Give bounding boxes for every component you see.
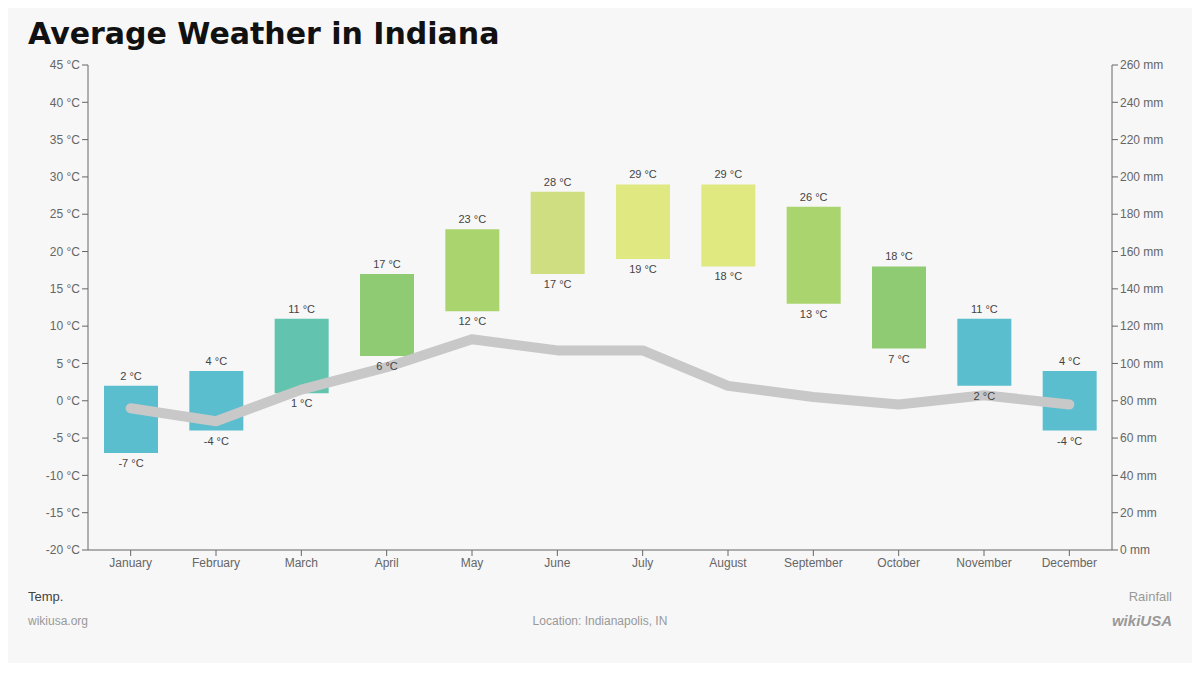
svg-text:40 mm: 40 mm bbox=[1120, 469, 1157, 483]
svg-text:-20 °C: -20 °C bbox=[46, 543, 80, 557]
svg-text:1 °C: 1 °C bbox=[291, 397, 313, 409]
svg-text:-4 °C: -4 °C bbox=[1057, 435, 1082, 447]
svg-text:12 °C: 12 °C bbox=[459, 315, 487, 327]
svg-text:August: August bbox=[709, 556, 747, 570]
svg-text:October: October bbox=[877, 556, 920, 570]
svg-text:15 °C: 15 °C bbox=[50, 282, 80, 296]
svg-text:29 °C: 29 °C bbox=[629, 168, 657, 180]
svg-text:160 mm: 160 mm bbox=[1120, 245, 1163, 259]
svg-text:30 °C: 30 °C bbox=[50, 170, 80, 184]
svg-text:20 mm: 20 mm bbox=[1120, 506, 1157, 520]
svg-text:-7 °C: -7 °C bbox=[118, 457, 143, 469]
svg-text:-10 °C: -10 °C bbox=[46, 469, 80, 483]
svg-text:11 °C: 11 °C bbox=[971, 303, 998, 315]
svg-text:5 °C: 5 °C bbox=[57, 357, 81, 371]
svg-text:45 °C: 45 °C bbox=[50, 58, 80, 72]
svg-text:19 °C: 19 °C bbox=[629, 263, 657, 275]
svg-text:18 °C: 18 °C bbox=[885, 250, 913, 262]
svg-text:December: December bbox=[1042, 556, 1097, 570]
html-text:wiki USA: wiki USA bbox=[1112, 612, 1172, 629]
svg-text:240 mm: 240 mm bbox=[1120, 96, 1163, 110]
svg-text:18 °C: 18 °C bbox=[715, 270, 743, 282]
svg-text:10 °C: 10 °C bbox=[50, 319, 80, 333]
svg-text:35 °C: 35 °C bbox=[50, 133, 80, 147]
svg-text:May: May bbox=[461, 556, 484, 570]
svg-text:-5 °C: -5 °C bbox=[53, 431, 81, 445]
svg-text:120 mm: 120 mm bbox=[1120, 319, 1163, 333]
svg-text:260 mm: 260 mm bbox=[1120, 58, 1163, 72]
svg-text:220 mm: 220 mm bbox=[1120, 133, 1163, 147]
svg-text:29 °C: 29 °C bbox=[715, 168, 743, 180]
svg-text:November: November bbox=[956, 556, 1011, 570]
svg-text:60 mm: 60 mm bbox=[1120, 431, 1157, 445]
svg-text:March: March bbox=[285, 556, 318, 570]
svg-text:-15 °C: -15 °C bbox=[46, 506, 80, 520]
svg-text:0 mm: 0 mm bbox=[1120, 543, 1150, 557]
svg-text:2 °C: 2 °C bbox=[120, 370, 142, 382]
svg-text:140 mm: 140 mm bbox=[1120, 282, 1163, 296]
svg-text:200 mm: 200 mm bbox=[1120, 170, 1163, 184]
svg-text:0 °C: 0 °C bbox=[57, 394, 81, 408]
svg-text:23 °C: 23 °C bbox=[459, 213, 487, 225]
svg-text:7 °C: 7 °C bbox=[888, 353, 910, 365]
svg-text:September: September bbox=[784, 556, 843, 570]
svg-text:25 °C: 25 °C bbox=[50, 207, 80, 221]
html-text:Location: Indianapolis, IN: Location: Indianapolis, IN bbox=[532, 613, 668, 628]
svg-text:11 °C: 11 °C bbox=[288, 303, 315, 315]
svg-text:40 °C: 40 °C bbox=[50, 96, 80, 110]
svg-text:4 °C: 4 °C bbox=[206, 355, 228, 367]
svg-text:26 °C: 26 °C bbox=[800, 191, 828, 203]
svg-text:July: July bbox=[632, 556, 653, 570]
svg-text:20 °C: 20 °C bbox=[50, 245, 80, 259]
svg-text:80 mm: 80 mm bbox=[1120, 394, 1157, 408]
svg-text:17 °C: 17 °C bbox=[373, 258, 401, 270]
svg-text:13 °C: 13 °C bbox=[800, 308, 828, 320]
svg-text:January: January bbox=[109, 556, 152, 570]
svg-text:April: April bbox=[375, 556, 399, 570]
html-text:Temp.: Temp. bbox=[28, 589, 64, 604]
svg-text:-4 °C: -4 °C bbox=[204, 435, 229, 447]
svg-text:100 mm: 100 mm bbox=[1120, 357, 1163, 371]
svg-text:6 °C: 6 °C bbox=[376, 360, 398, 372]
svg-text:4 °C: 4 °C bbox=[1059, 355, 1081, 367]
html-text:wikiusa.org: wikiusa.org bbox=[28, 613, 88, 628]
svg-text:180 mm: 180 mm bbox=[1120, 207, 1163, 221]
html-text:Rainfall: Rainfall bbox=[1128, 589, 1172, 604]
svg-text:2 °C: 2 °C bbox=[974, 390, 996, 402]
svg-text:17 °C: 17 °C bbox=[544, 278, 572, 290]
html-text:Average Weather in Indiana: Average Weather in Indiana bbox=[28, 16, 500, 51]
svg-text:June: June bbox=[544, 556, 570, 570]
svg-text:February: February bbox=[192, 556, 240, 570]
svg-text:28 °C: 28 °C bbox=[544, 176, 572, 188]
